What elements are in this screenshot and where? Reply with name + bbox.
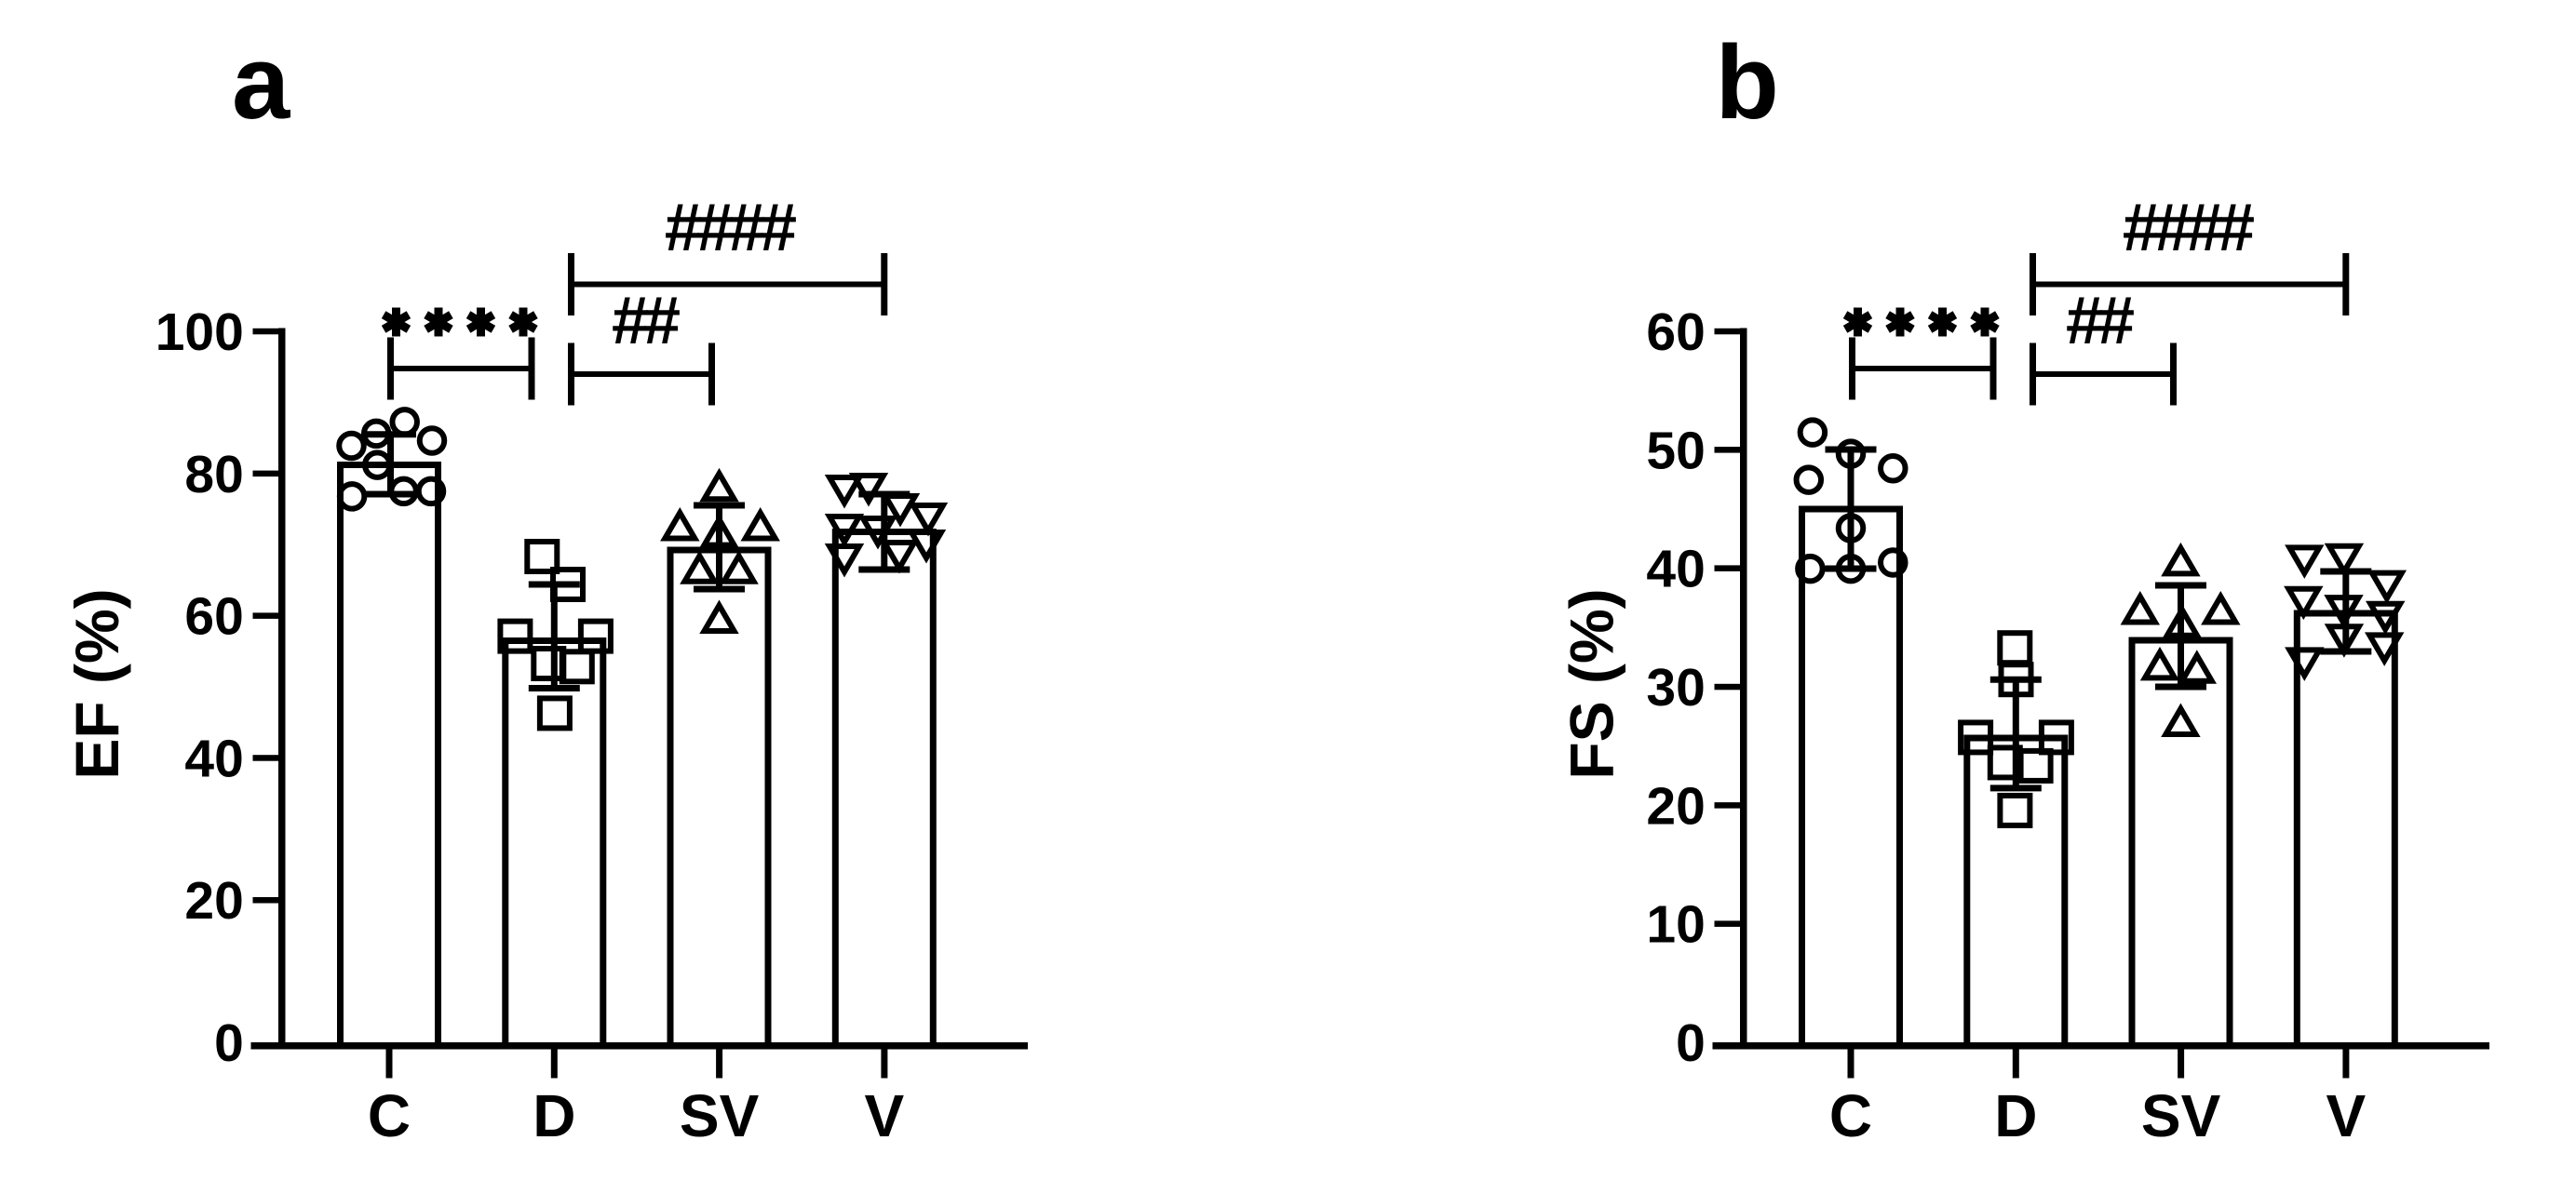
- svg-text:60: 60: [184, 587, 243, 647]
- svg-text:20: 20: [1646, 776, 1705, 836]
- svg-text:C: C: [368, 1082, 411, 1149]
- svg-text:60: 60: [1646, 302, 1705, 362]
- svg-text:10: 10: [1646, 895, 1705, 955]
- svg-text:30: 30: [1646, 658, 1705, 718]
- svg-text:b: b: [1716, 24, 1779, 141]
- svg-text:0: 0: [214, 1013, 244, 1073]
- svg-text:40: 40: [1646, 540, 1705, 599]
- svg-text:####: ####: [2123, 191, 2254, 265]
- svg-text:a: a: [232, 24, 290, 141]
- svg-text:20: 20: [184, 871, 243, 931]
- svg-text:SV: SV: [680, 1082, 760, 1149]
- svg-text:SV: SV: [2141, 1082, 2221, 1149]
- svg-text:D: D: [1994, 1082, 2037, 1149]
- svg-text:##: ##: [2066, 284, 2134, 358]
- svg-text:D: D: [533, 1082, 575, 1149]
- svg-text:50: 50: [1646, 421, 1705, 480]
- svg-text:100: 100: [155, 302, 244, 362]
- svg-text:FS (%): FS (%): [1558, 588, 1626, 779]
- svg-text:40: 40: [184, 729, 243, 788]
- svg-text:EF (%): EF (%): [62, 588, 131, 779]
- svg-text:0: 0: [1676, 1013, 1706, 1073]
- svg-text:C: C: [1829, 1082, 1872, 1149]
- svg-text:V: V: [2326, 1082, 2367, 1149]
- svg-text:####: ####: [665, 191, 796, 265]
- svg-text:80: 80: [184, 445, 243, 504]
- svg-text:##: ##: [612, 284, 680, 358]
- svg-text:V: V: [865, 1082, 905, 1149]
